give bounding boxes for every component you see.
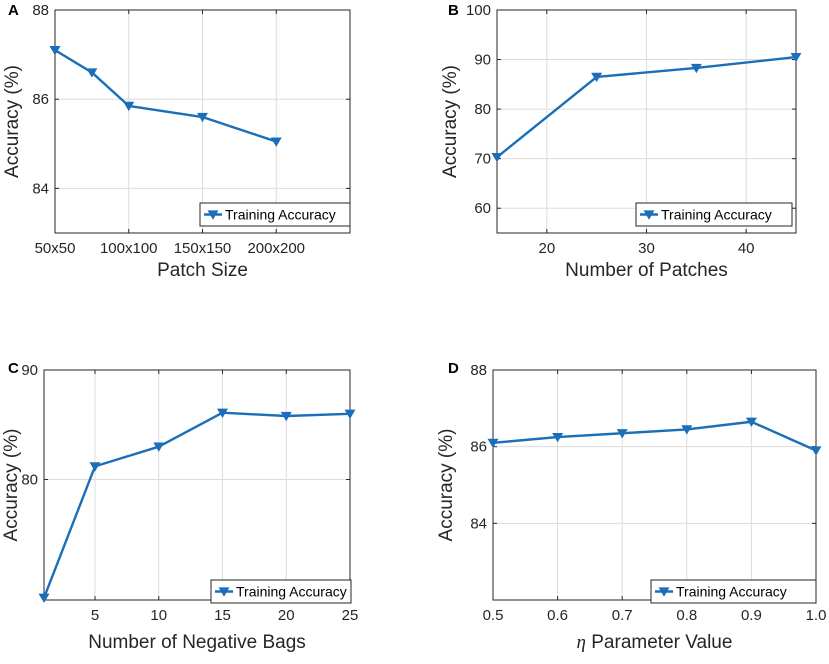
y-tick-label: 88 [470, 362, 487, 379]
y-axis-label: Accuracy (%) [436, 429, 457, 542]
panel-b: 20 30 40 60 70 80 90 100 Number of Patches Accura… [440, 2, 802, 281]
x-tick-label: 150x150 [174, 240, 232, 257]
data-point-marker [790, 52, 802, 63]
x-tick-label: 40 [738, 240, 755, 257]
y-tick-label: 80 [474, 101, 491, 118]
data-point-marker [86, 68, 98, 78]
x-axis-label: Number of Negative Bags [88, 632, 306, 653]
panel-c: 5 10 15 20 25 80 90 Number of Negative Bags Accu… [1, 360, 358, 653]
x-tick-label: 5 [91, 607, 99, 624]
data-point-marker [280, 411, 292, 422]
legend-box [650, 579, 817, 604]
x-tick-label: 20 [278, 607, 295, 624]
legend-marker [207, 210, 219, 220]
x-axis-label-text: Parameter Value [586, 632, 732, 653]
y-tick-label: 88 [32, 2, 49, 19]
data-point-marker [681, 425, 693, 435]
panel-letter: D [448, 360, 459, 377]
plot-area [493, 370, 816, 600]
data-point-marker [344, 409, 356, 420]
data-point-marker [487, 438, 499, 449]
x-axis-label: η Parameter Value [577, 632, 733, 653]
y-tick-label: 84 [32, 180, 49, 197]
y-tick-label: 84 [470, 515, 487, 532]
x-tick-label: 0.6 [547, 607, 568, 624]
x-tick-label: 25 [342, 607, 359, 624]
legend-label: Training Accuracy [236, 584, 347, 600]
x-tick-label: 0.9 [741, 607, 762, 624]
x-axis-label-symbol: η [577, 632, 586, 653]
axes-box [43, 369, 351, 601]
panel-a: 50x50 100x100 150x150 200x200 84 86 88 Patch Si… [2, 2, 351, 281]
x-tick-label: 200x200 [247, 240, 305, 257]
x-tick-label: 20 [538, 240, 555, 257]
x-axis-label: Number of Patches [565, 260, 728, 281]
x-tick-label: 100x100 [100, 240, 158, 257]
y-tick-label: 86 [32, 91, 49, 108]
legend: Training Accuracy [650, 579, 817, 604]
x-tick-label: 50x50 [35, 240, 76, 257]
y-tick-label: 90 [21, 362, 38, 379]
data-point-marker [153, 442, 165, 452]
x-axis-label: Patch Size [157, 260, 248, 281]
y-tick-label: 70 [474, 151, 491, 168]
legend: Training Accuracy [635, 202, 793, 227]
data-point-marker [591, 72, 603, 83]
x-tick-label: 30 [638, 240, 655, 257]
y-tick-label: 86 [470, 439, 487, 456]
data-point-marker [38, 593, 50, 604]
legend-box [210, 579, 352, 604]
series-line [42, 411, 351, 599]
y-axis-label: Accuracy (%) [2, 65, 23, 178]
legend-label: Training Accuracy [225, 207, 336, 223]
legend-marker [218, 587, 230, 597]
y-axis-label: Accuracy (%) [440, 65, 461, 178]
data-point-marker [810, 446, 822, 456]
legend-label: Training Accuracy [661, 207, 772, 223]
legend-label: Training Accuracy [676, 584, 787, 600]
y-tick-label: 100 [466, 2, 491, 19]
data-point-marker [745, 417, 757, 427]
y-tick-label: 90 [474, 52, 491, 69]
y-axis-label: Accuracy (%) [1, 429, 22, 542]
data-point-marker [89, 462, 101, 472]
data-point-marker [123, 101, 135, 112]
x-tick-label: 0.8 [676, 607, 697, 624]
legend: Training Accuracy [210, 579, 352, 604]
y-tick-label: 60 [474, 200, 491, 217]
x-tick-label: 10 [150, 607, 167, 624]
x-tick-label: 15 [214, 607, 231, 624]
legend: Training Accuracy [199, 202, 351, 227]
plot-area [44, 370, 350, 600]
x-tick-label: 0.5 [483, 607, 504, 624]
data-point-marker [217, 408, 228, 418]
panel-letter: A [8, 2, 19, 19]
panel-letter: C [8, 360, 19, 377]
panel-d: 0.5 0.6 0.7 0.8 0.9 1.0 84 86 88 η Parameter Valu… [436, 360, 826, 653]
data-point-marker [690, 63, 702, 74]
data-point-marker [49, 46, 61, 56]
data-point-marker [616, 429, 628, 439]
x-tick-label: 1.0 [806, 607, 827, 624]
legend-box [199, 202, 351, 227]
panel-letter: B [448, 2, 459, 19]
series-line [496, 55, 797, 159]
x-tick-label: 0.7 [612, 607, 633, 624]
data-point-marker [197, 112, 208, 123]
y-tick-label: 80 [21, 472, 38, 489]
legend-marker [658, 587, 670, 597]
data-point-marker [270, 137, 282, 147]
legend-box [635, 202, 793, 227]
data-point-marker [491, 153, 503, 163]
legend-marker [643, 210, 655, 220]
series-line [492, 420, 817, 452]
data-point-marker [552, 432, 564, 443]
